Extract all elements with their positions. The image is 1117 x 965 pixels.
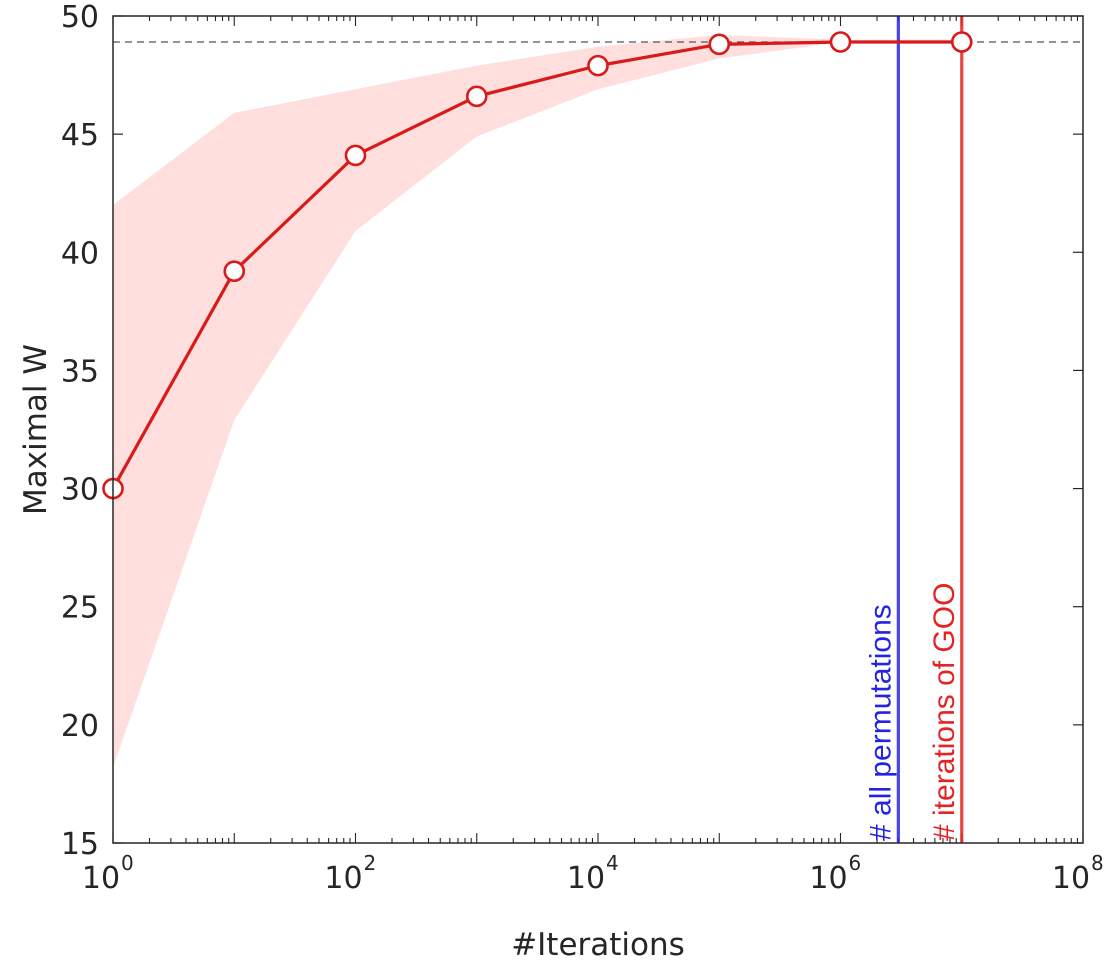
x-tick-exponent: 6 bbox=[849, 851, 862, 875]
data-point bbox=[587, 54, 609, 77]
vertical-lines-layer bbox=[896, 16, 964, 843]
x-tick-exponent: 2 bbox=[364, 851, 377, 875]
y-axis-label: Maximal W bbox=[18, 344, 54, 515]
x-tick-label: 10 bbox=[809, 861, 847, 896]
data-point bbox=[950, 31, 973, 53]
y-tick-label: 45 bbox=[61, 118, 99, 153]
data-point bbox=[829, 31, 852, 53]
x-tick-label: 10 bbox=[567, 861, 605, 896]
data-point bbox=[344, 144, 367, 167]
y-tick-label: 30 bbox=[61, 473, 99, 508]
x-axis-label: #Iterations bbox=[511, 927, 685, 963]
goo-iterations-label: # iterations of GOO bbox=[928, 583, 961, 841]
y-tick-label: 35 bbox=[61, 354, 99, 389]
x-tick-exponent: 8 bbox=[1091, 851, 1104, 875]
all-permutations-label: # all permutations bbox=[864, 604, 897, 841]
y-tick-label: 20 bbox=[61, 709, 99, 744]
x-tick-label: 10 bbox=[1052, 861, 1090, 896]
data-point bbox=[465, 85, 488, 108]
x-tick-exponent: 0 bbox=[121, 851, 134, 875]
data-point bbox=[708, 33, 731, 56]
band-layer bbox=[113, 34, 962, 768]
y-tick-label: 50 bbox=[61, 0, 99, 35]
plot-frame bbox=[112, 15, 1084, 844]
x-tick-label: 10 bbox=[324, 861, 362, 896]
data-point bbox=[223, 260, 246, 282]
series-layer bbox=[102, 31, 973, 500]
series-line bbox=[111, 40, 962, 490]
confidence-band bbox=[113, 34, 962, 768]
y-tick-label: 25 bbox=[61, 591, 99, 626]
x-tick-exponent: 4 bbox=[606, 851, 619, 875]
y-tick-label: 40 bbox=[61, 236, 99, 271]
x-tick-label: 10 bbox=[82, 861, 120, 896]
y-tick-label: 15 bbox=[61, 827, 99, 862]
